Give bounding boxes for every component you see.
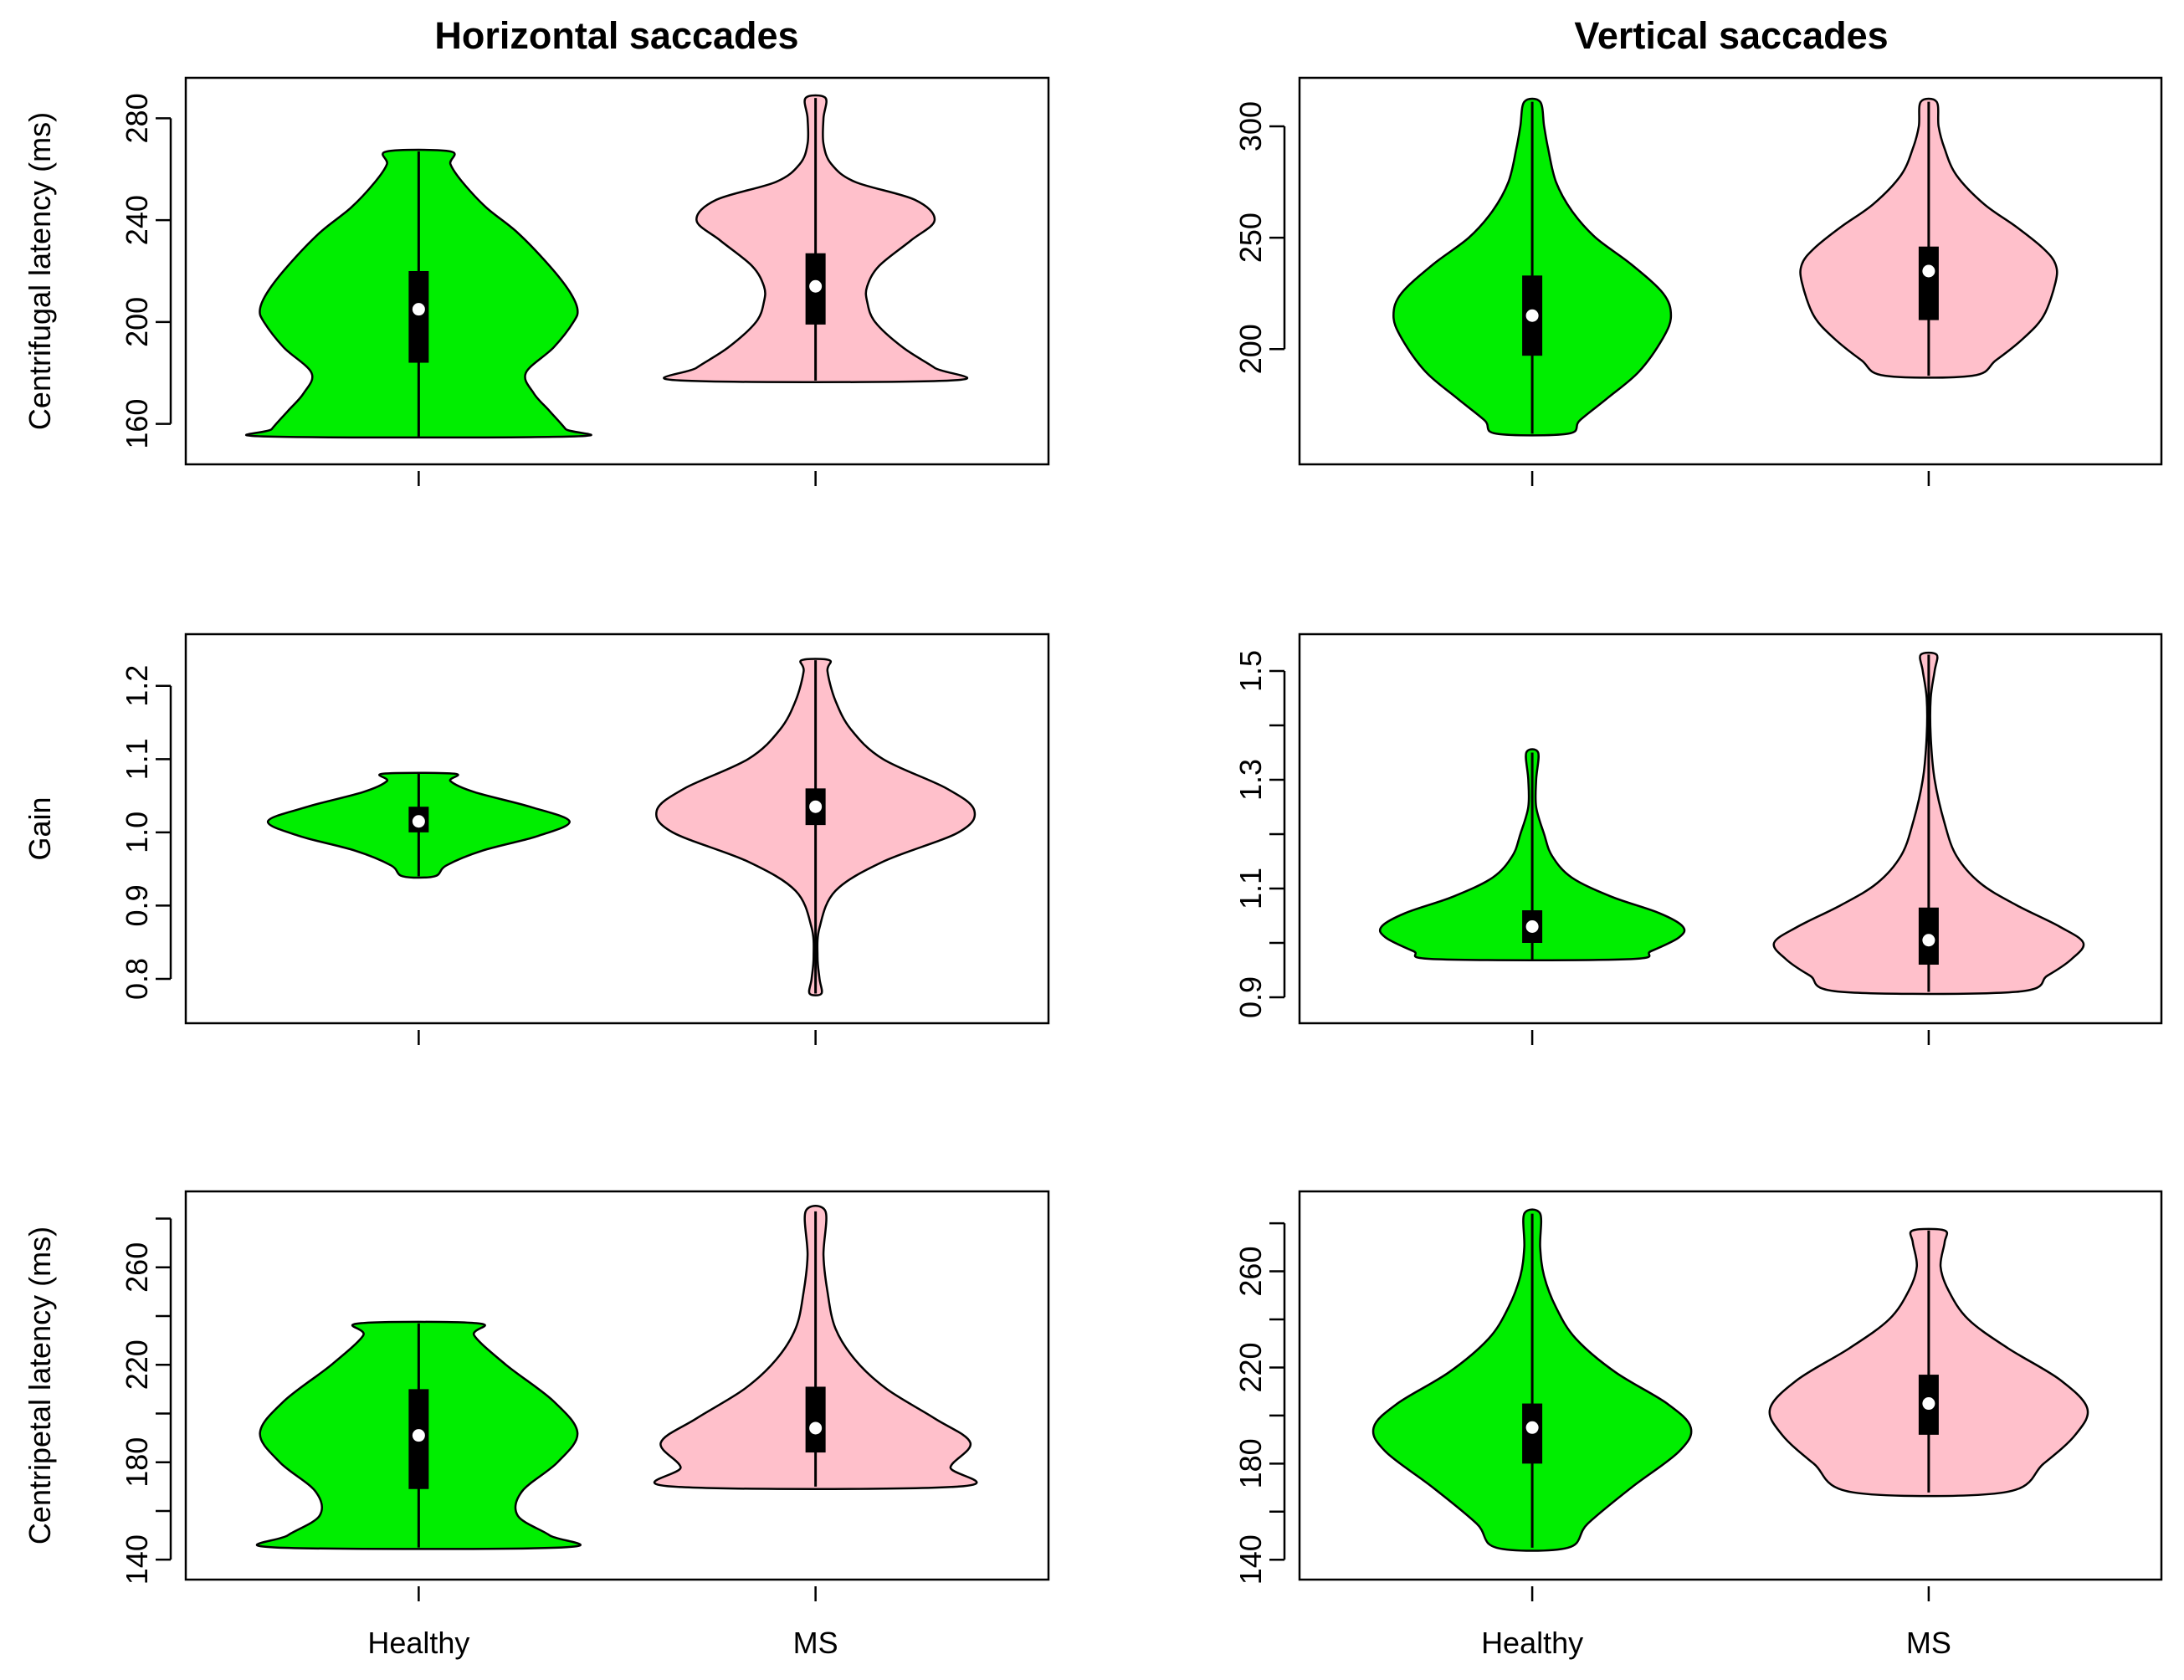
median-dot-ms bbox=[809, 1421, 823, 1435]
panel-3: 0.8 0.9 1.0 1.1 1.2 Gain bbox=[23, 633, 1050, 1045]
median-dot-healthy bbox=[412, 815, 425, 828]
y-tick-label: 280 bbox=[120, 93, 154, 143]
panel-1: 160 200 240 280 Centrifugal latency (ms) bbox=[23, 76, 1050, 486]
y-tick-label: 300 bbox=[1233, 101, 1268, 151]
plot-frame bbox=[184, 1190, 1050, 1581]
y-tick-label: 140 bbox=[1233, 1534, 1268, 1585]
y-tick-label: 260 bbox=[120, 1242, 154, 1293]
column-title-horizontal: Horizontal saccades bbox=[434, 14, 798, 57]
column-title-vertical: Vertical saccades bbox=[1574, 14, 1888, 57]
median-dot-ms bbox=[1922, 1397, 1935, 1411]
y-axis-label: Centrifugal latency (ms) bbox=[23, 112, 57, 430]
plot-frame bbox=[1298, 633, 2163, 1025]
y-tick-label: 240 bbox=[120, 195, 154, 245]
y-tick-label: 1.1 bbox=[120, 738, 154, 780]
x-category-label-ms: MS bbox=[793, 1626, 838, 1660]
plot-frame bbox=[184, 633, 1050, 1025]
y-tick-label: 250 bbox=[1233, 213, 1268, 263]
median-dot-healthy bbox=[1525, 1421, 1539, 1434]
y-tick-label: 160 bbox=[120, 399, 154, 449]
panel-5: 140 180 220 260 Centripetal latency (ms) Heal… bbox=[23, 1190, 1050, 1660]
x-category-label-ms: MS bbox=[1906, 1626, 1951, 1660]
y-tick-label: 1.0 bbox=[120, 812, 154, 853]
median-dot-ms bbox=[809, 279, 823, 293]
y-tick-label: 220 bbox=[1233, 1342, 1268, 1392]
iqr-box-ms bbox=[805, 1386, 826, 1453]
y-tick-label: 200 bbox=[120, 297, 154, 347]
median-dot-healthy bbox=[1525, 309, 1539, 322]
y-tick-label: 140 bbox=[120, 1534, 154, 1585]
plot-frame bbox=[1298, 1190, 2163, 1581]
y-tick-label: 220 bbox=[120, 1339, 154, 1390]
plot-frame bbox=[1298, 76, 2163, 466]
y-tick-label: 1.1 bbox=[1233, 868, 1268, 909]
median-dot-healthy bbox=[412, 303, 425, 316]
y-tick-label: 1.2 bbox=[120, 665, 154, 707]
median-dot-ms bbox=[809, 800, 823, 813]
x-category-label-healthy: Healthy bbox=[1481, 1626, 1583, 1660]
plot-frame bbox=[184, 76, 1050, 466]
panel-2: 200 250 300 bbox=[1233, 76, 2163, 486]
y-tick-label: 0.9 bbox=[1233, 976, 1268, 1018]
x-category-label-healthy: Healthy bbox=[367, 1626, 469, 1660]
panel-6: 140 180 220 260 Healthy MS bbox=[1233, 1190, 2163, 1660]
y-tick-label: 1.3 bbox=[1233, 759, 1268, 801]
iqr-box-healthy bbox=[408, 271, 429, 363]
y-tick-label: 260 bbox=[1233, 1247, 1268, 1297]
y-tick-label: 0.8 bbox=[120, 958, 154, 1000]
y-tick-label: 1.5 bbox=[1233, 650, 1268, 692]
iqr-box-ms bbox=[1918, 246, 1939, 320]
y-axis-label: Centripetal latency (ms) bbox=[23, 1227, 57, 1544]
median-dot-healthy bbox=[1525, 920, 1539, 933]
median-dot-healthy bbox=[412, 1429, 425, 1442]
median-dot-ms bbox=[1922, 934, 1935, 947]
y-axis-label: Gain bbox=[23, 796, 57, 860]
y-tick-label: 200 bbox=[1233, 324, 1268, 374]
median-dot-ms bbox=[1922, 264, 1935, 278]
panel-4: 0.9 1.1 1.3 1.5 bbox=[1233, 633, 2163, 1045]
y-tick-label: 180 bbox=[120, 1437, 154, 1488]
y-tick-label: 0.9 bbox=[120, 884, 154, 926]
y-tick-label: 180 bbox=[1233, 1438, 1268, 1488]
